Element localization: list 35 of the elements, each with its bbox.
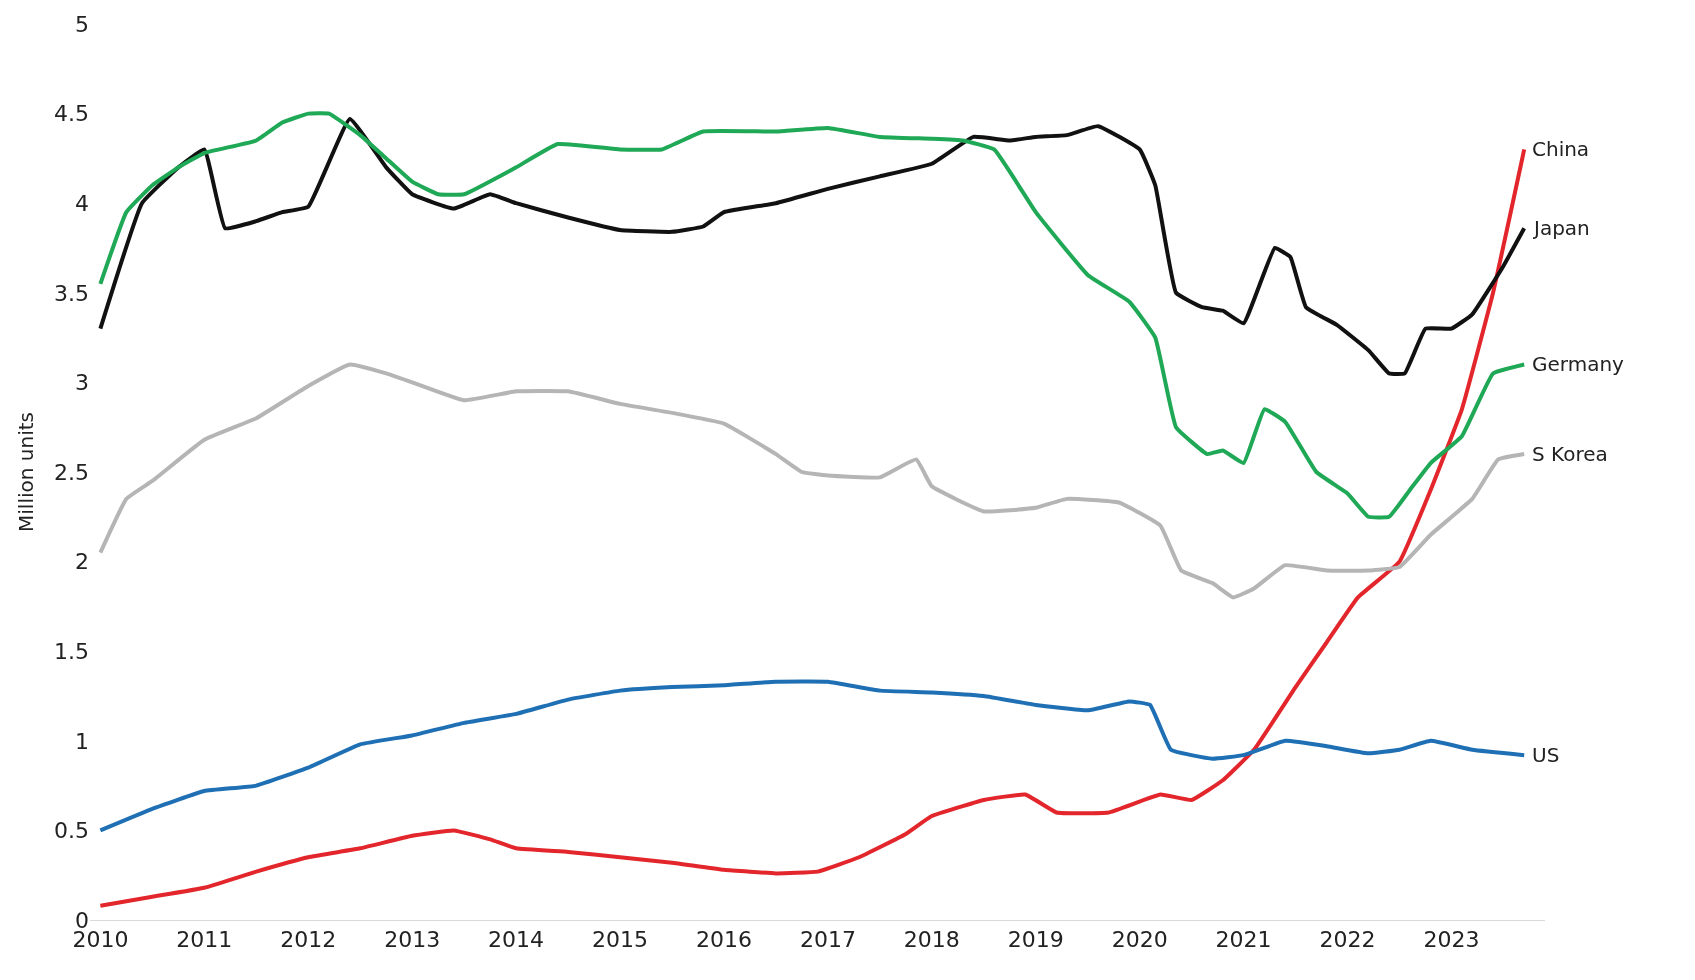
x-tick-label: 2020 — [1111, 927, 1168, 953]
x-tick-label: 2013 — [384, 927, 441, 953]
x-tick-label: 2014 — [488, 927, 545, 953]
y-tick-label: 4.5 — [54, 101, 89, 127]
series-label: S Korea — [1532, 442, 1608, 466]
y-tick-label: 2.5 — [54, 459, 89, 485]
y-tick-label: 1.5 — [54, 638, 89, 664]
series-label: Japan — [1532, 216, 1590, 240]
series-label: Germany — [1532, 352, 1625, 376]
line-series — [98, 679, 1527, 833]
line-series — [98, 147, 1527, 908]
y-axis-title: Million units — [13, 412, 38, 532]
y-tick-label: 3.5 — [54, 280, 89, 306]
y-tick-label: 1 — [75, 728, 89, 754]
y-tick-label: 5 — [75, 11, 89, 37]
x-tick-label: 2010 — [72, 927, 129, 953]
line-series — [98, 116, 1527, 376]
y-tick-label: 2 — [75, 549, 89, 575]
x-tick-label: 2012 — [280, 927, 337, 953]
x-tick-label: 2021 — [1215, 927, 1272, 953]
series-label: China — [1532, 137, 1590, 161]
x-tick-label: 2023 — [1423, 927, 1480, 953]
x-tick-label: 2019 — [1007, 927, 1064, 953]
x-tick-label: 2015 — [592, 927, 649, 953]
x-tick-label: 2018 — [903, 927, 960, 953]
x-tick-label: 2017 — [799, 927, 856, 953]
x-tick-label: 2022 — [1319, 927, 1376, 953]
x-tick-label: 2016 — [695, 927, 752, 953]
line-series — [98, 362, 1527, 600]
line-series — [98, 111, 1527, 520]
y-tick-label: 3 — [75, 370, 89, 396]
y-tick-label: 0.5 — [54, 818, 89, 844]
x-tick-label: 2011 — [176, 927, 233, 953]
y-tick-label: 4 — [75, 190, 89, 216]
series-label: US — [1532, 743, 1560, 767]
